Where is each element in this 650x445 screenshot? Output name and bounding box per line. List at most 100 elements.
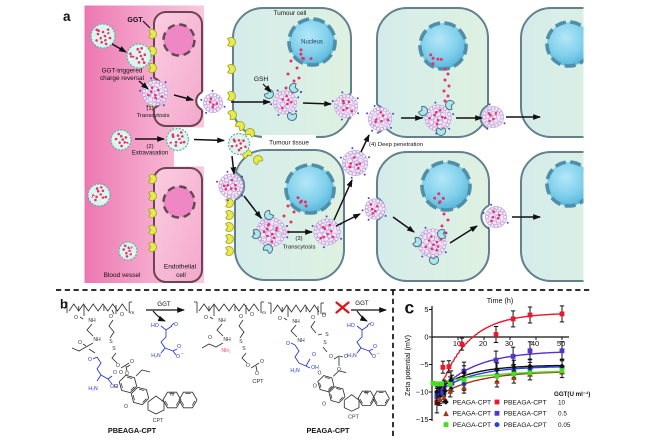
svg-text:O: O	[313, 383, 317, 389]
svg-text:O: O	[255, 371, 259, 377]
svg-text:O: O	[114, 384, 118, 390]
svg-text:5: 5	[424, 305, 428, 314]
svg-text:O: O	[78, 340, 82, 346]
svg-text:H₂N: H₂N	[88, 386, 98, 392]
svg-text:Zeta potential (mV): Zeta potential (mV)	[403, 335, 412, 396]
svg-text:O: O	[130, 359, 134, 365]
svg-text:Tumour cell: Tumour cell	[274, 10, 307, 17]
svg-text:(3): (3)	[295, 236, 302, 242]
svg-text:O: O	[260, 359, 264, 365]
svg-text:HO: HO	[347, 323, 355, 329]
svg-text:O: O	[373, 344, 377, 350]
svg-text:Endothelial: Endothelial	[164, 264, 197, 271]
svg-text:O: O	[317, 370, 321, 376]
svg-text:NH: NH	[292, 319, 300, 325]
svg-text:Extravasation: Extravasation	[132, 151, 168, 157]
svg-text:GGT: GGT	[127, 17, 143, 24]
svg-text:O: O	[74, 315, 78, 321]
svg-text:NH: NH	[93, 337, 101, 343]
svg-text:O: O	[312, 352, 316, 358]
svg-text:m: m	[262, 311, 266, 316]
svg-text:GGT: GGT	[355, 300, 369, 307]
svg-text:O: O	[177, 344, 181, 350]
svg-text:HO: HO	[151, 323, 159, 329]
svg-text:20: 20	[479, 339, 487, 348]
svg-text:10: 10	[558, 399, 566, 406]
svg-text:PEAGA-CPT: PEAGA-CPT	[453, 411, 492, 418]
svg-text:O: O	[329, 354, 333, 360]
svg-text:O: O	[174, 322, 178, 328]
svg-text:N: N	[170, 392, 174, 398]
svg-text:m: m	[130, 311, 134, 316]
svg-text:O: O	[322, 313, 326, 319]
svg-text:S: S	[242, 346, 246, 352]
svg-text:−10: −10	[416, 388, 429, 397]
svg-text:Tumour tissue: Tumour tissue	[269, 140, 309, 147]
svg-text:PBEAGA-CPT: PBEAGA-CPT	[108, 426, 157, 435]
svg-text:O: O	[372, 354, 376, 360]
svg-text:CPT: CPT	[252, 379, 264, 385]
svg-text:NH: NH	[88, 318, 96, 324]
svg-text:PBEAGA-CPT: PBEAGA-CPT	[504, 411, 547, 418]
svg-text:50: 50	[557, 339, 565, 348]
svg-text:PEAGA-CPT: PEAGA-CPT	[453, 399, 492, 406]
svg-text:Blood vessel: Blood vessel	[104, 272, 141, 279]
svg-text:O: O	[311, 315, 315, 321]
svg-text:GSH: GSH	[254, 76, 269, 83]
svg-text:Transcytosis: Transcytosis	[137, 113, 170, 119]
svg-text:NH: NH	[297, 338, 305, 344]
svg-text:0.05: 0.05	[558, 422, 571, 429]
svg-text:(2): (2)	[146, 144, 153, 150]
svg-text:NH: NH	[223, 337, 231, 343]
svg-text:GGT: GGT	[157, 301, 171, 308]
svg-text:GGT-triggered: GGT-triggered	[102, 68, 143, 75]
svg-text:40: 40	[531, 339, 539, 348]
svg-text:CPT: CPT	[153, 418, 164, 424]
svg-text:O: O	[88, 357, 92, 363]
svg-text:O: O	[250, 312, 254, 318]
svg-text:H₂N: H₂N	[290, 368, 300, 374]
svg-text:O: O	[113, 370, 117, 376]
svg-text:PEAGA-CPT: PEAGA-CPT	[307, 426, 351, 435]
svg-text:O: O	[322, 402, 326, 408]
svg-text:O: O	[286, 341, 290, 347]
svg-text:O: O	[278, 316, 282, 322]
svg-text:O: O	[176, 354, 180, 360]
svg-text:NH₂: NH₂	[221, 348, 230, 354]
svg-text:−15: −15	[416, 415, 429, 424]
svg-text:(4) Deep penetration: (4) Deep penetration	[369, 142, 423, 148]
svg-text:S: S	[239, 339, 243, 345]
svg-text:H₃N: H₃N	[151, 353, 161, 359]
svg-text:O: O	[370, 322, 374, 328]
svg-text:PBEAGA-CPT: PBEAGA-CPT	[504, 422, 547, 429]
svg-text:O: O	[208, 335, 212, 341]
svg-text:(1): (1)	[146, 106, 153, 112]
svg-text:O: O	[119, 370, 123, 376]
svg-text:CPT: CPT	[348, 415, 359, 421]
svg-text:O: O	[120, 312, 124, 318]
svg-text:c: c	[405, 298, 415, 318]
svg-text:S: S	[323, 340, 327, 346]
svg-text:O: O	[109, 314, 113, 320]
svg-text:a: a	[63, 9, 71, 24]
svg-text:PEAGA-CPT: PEAGA-CPT	[453, 422, 492, 429]
svg-text:−5: −5	[420, 360, 429, 369]
svg-text:charge reversal: charge reversal	[100, 75, 144, 82]
svg-text:Transcytosis: Transcytosis	[283, 245, 316, 251]
svg-text:S: S	[325, 332, 329, 338]
svg-text:O: O	[239, 314, 243, 320]
svg-text:0: 0	[424, 333, 428, 342]
svg-text:S: S	[112, 346, 116, 352]
svg-text:NH: NH	[218, 318, 226, 324]
svg-text:GGT(U ml⁻¹): GGT(U ml⁻¹)	[554, 391, 590, 398]
svg-text:O: O	[116, 363, 120, 369]
svg-text:O: O	[246, 363, 250, 369]
svg-text:30: 30	[505, 339, 513, 348]
svg-text:N: N	[365, 391, 369, 397]
svg-text:PBEAGA-CPT: PBEAGA-CPT	[504, 399, 547, 406]
svg-text:H₃N: H₃N	[347, 353, 357, 359]
svg-text:cell: cell	[176, 272, 186, 279]
svg-text:O: O	[124, 404, 128, 410]
svg-text:Time (h): Time (h)	[487, 296, 514, 305]
svg-text:O: O	[204, 315, 208, 321]
